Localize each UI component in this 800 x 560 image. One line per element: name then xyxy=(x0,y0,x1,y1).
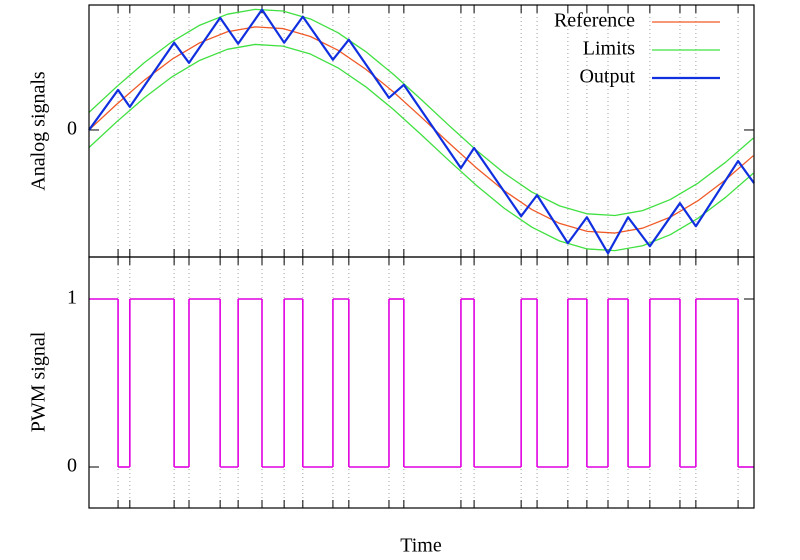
series-line xyxy=(88,8,754,217)
legend-label: Reference xyxy=(554,10,635,32)
y-tick-label: 1 xyxy=(67,287,77,309)
legend-label: Output xyxy=(579,66,635,88)
y-axis-label: PWM signal xyxy=(28,331,50,432)
y-tick-label: 0 xyxy=(67,118,77,140)
plot-frame xyxy=(88,4,755,258)
series-line xyxy=(88,26,754,234)
series-line xyxy=(88,43,754,252)
plot-frame xyxy=(88,256,755,509)
legend-label: Limits xyxy=(583,38,635,60)
series-line xyxy=(88,8,755,255)
x-axis-label: Time xyxy=(400,535,442,557)
y-axis-label: Analog signals xyxy=(28,71,50,191)
y-tick-label: 0 xyxy=(67,455,77,477)
